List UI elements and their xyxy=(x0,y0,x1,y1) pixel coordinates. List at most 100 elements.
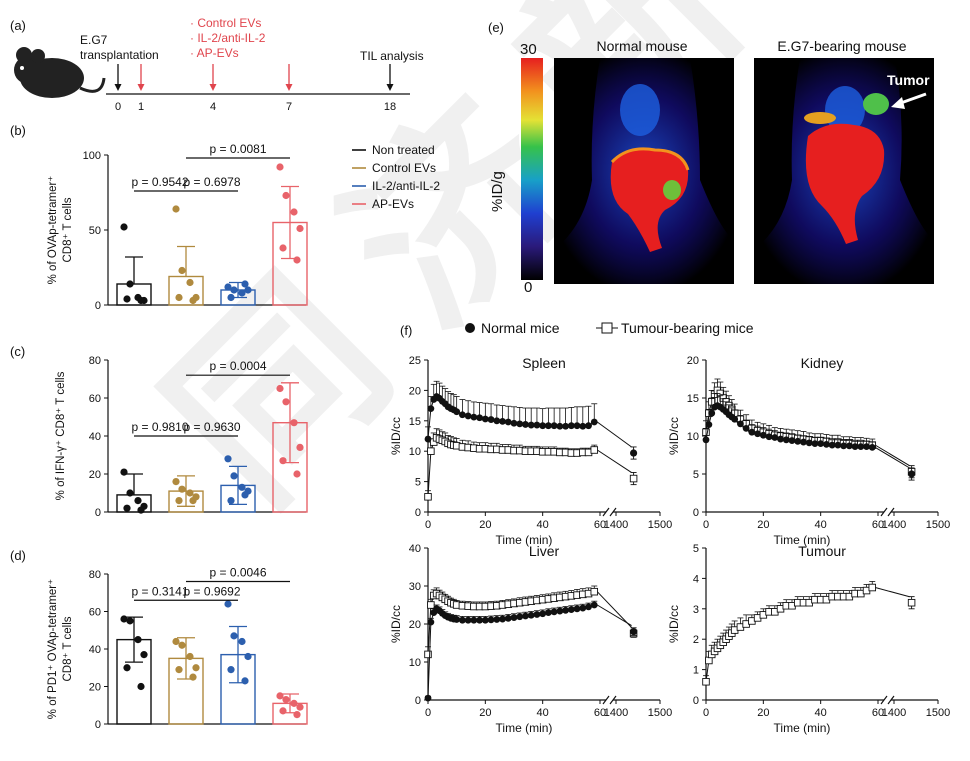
y-tick-label: 50 xyxy=(89,225,101,237)
timeline-tick-0: 0 xyxy=(115,101,121,113)
legend-tumour-label: Tumour-bearing mice xyxy=(621,320,754,336)
data-point-3-4 xyxy=(279,244,287,252)
p-value-label-0: p = 0.9542 xyxy=(131,175,188,189)
x-tick-label: 1400 xyxy=(882,707,906,719)
biodistribution-panel: (f) Normal mice Tumour-bearing mice 0510… xyxy=(389,320,950,735)
axis-break xyxy=(880,695,888,705)
data-point-2-4 xyxy=(227,666,235,674)
normal-late-connector xyxy=(875,446,910,469)
y-tick-label: 20 xyxy=(409,619,421,631)
data-point-1-0 xyxy=(172,205,180,213)
p-value-label-0: p = 0.3141 xyxy=(131,584,188,598)
normal-mouse-title: Normal mouse xyxy=(596,38,687,54)
normal-point xyxy=(470,413,478,421)
data-point-0-5 xyxy=(137,296,145,305)
normal-point xyxy=(516,613,524,621)
normal-point xyxy=(424,435,432,443)
legend-tumour-marker xyxy=(601,322,613,334)
bar-chart-c: (c) 0 20 40 60 80 % of IFN-γ⁺ CD8⁺ T cells p = … xyxy=(10,344,308,519)
timeline-tick-7: 7 xyxy=(286,101,292,113)
y-tick-label: 80 xyxy=(89,355,101,367)
color-scale-bar xyxy=(521,58,543,280)
normal-point xyxy=(590,601,598,609)
normal-point xyxy=(464,616,472,624)
p-value-label-2: p = 0.0081 xyxy=(209,142,266,156)
x-tick-label: 0 xyxy=(425,707,431,719)
normal-point xyxy=(805,439,813,447)
normal-point xyxy=(702,436,710,444)
data-point-2-3 xyxy=(244,652,252,661)
y-tick-label: 1 xyxy=(693,665,699,677)
data-point-3-4 xyxy=(279,707,287,715)
axis-break xyxy=(602,507,610,517)
y-axis-label: CD8⁺ T cells xyxy=(62,197,74,262)
chart-title: Liver xyxy=(529,543,560,559)
normal-point xyxy=(527,421,535,429)
x-tick-label: 20 xyxy=(757,519,769,531)
normal-point xyxy=(562,422,569,430)
panel-b-label: (b) xyxy=(10,123,26,138)
normal-point xyxy=(748,428,756,436)
normal-point xyxy=(585,422,592,430)
color-scale-min: 0 xyxy=(524,279,532,296)
panel-e-label: (e) xyxy=(488,20,504,35)
data-point-2-3 xyxy=(244,286,252,294)
normal-point xyxy=(504,614,512,622)
tumour-point xyxy=(702,678,710,686)
data-point-3-0 xyxy=(276,384,284,393)
panel-a-label: (a) xyxy=(10,18,26,33)
normal-point xyxy=(794,437,802,445)
tumour-point xyxy=(590,446,599,454)
x-tick-label: 40 xyxy=(537,707,549,719)
normal-point xyxy=(545,422,552,430)
x-tick-label: 1500 xyxy=(648,519,672,531)
tumour-point xyxy=(868,583,877,592)
p-value-label-2: p = 0.0004 xyxy=(209,359,266,373)
x-axis-label: Time (min) xyxy=(496,721,553,735)
axis-break xyxy=(887,695,895,705)
data-point-1-1 xyxy=(178,485,186,493)
legend-label-2: IL-2/anti-IL-2 xyxy=(372,179,440,193)
tumour-point xyxy=(424,493,432,501)
normal-late-connector xyxy=(596,421,632,448)
tumor-hotspot xyxy=(863,93,889,115)
event-til-label: TIL analysis xyxy=(360,49,424,63)
normal-point xyxy=(800,438,807,446)
x-tick-label: 40 xyxy=(815,707,827,719)
data-point-0-0 xyxy=(120,615,128,623)
normal-point xyxy=(828,441,836,449)
y-axis-label: %ID/cc xyxy=(667,417,681,455)
normal-point xyxy=(459,616,466,624)
data-point-0-3 xyxy=(140,651,148,659)
normal-point xyxy=(754,430,761,438)
y-tick-label: 0 xyxy=(415,695,421,707)
timeline-panel: (a) 0 1 4 7 18 E.G7 transplantation TIL anal… xyxy=(10,16,424,113)
tumor-arrow-icon xyxy=(891,92,927,109)
x-tick-label: 1500 xyxy=(648,707,672,719)
axis-break xyxy=(880,507,888,517)
normal-point xyxy=(481,415,489,423)
x-tick-label: 60 xyxy=(872,707,884,719)
data-point-0-1 xyxy=(126,280,134,288)
data-point-3-1 xyxy=(282,191,290,200)
data-point-2-1 xyxy=(230,472,238,480)
normal-point xyxy=(427,618,435,626)
data-point-3-3 xyxy=(296,224,304,233)
color-scale-label: %ID/g xyxy=(489,171,506,212)
tumour-late-connector xyxy=(875,587,910,598)
x-axis-label: Time (min) xyxy=(774,533,831,547)
normal-point xyxy=(516,420,524,428)
normal-point xyxy=(573,605,581,613)
x-tick-label: 20 xyxy=(757,707,769,719)
axis-break xyxy=(602,695,610,705)
data-point-2-2 xyxy=(238,289,246,297)
bar-chart-b: (b) 0 50 100 % of OVAp-tetramer⁺ CD8⁺ T cells… xyxy=(10,123,308,312)
x-tick-label: 0 xyxy=(703,707,709,719)
normal-point xyxy=(868,444,876,451)
chart-title: Spleen xyxy=(522,355,566,371)
data-point-0-4 xyxy=(123,664,131,672)
data-point-2-1 xyxy=(230,286,238,294)
x-tick-label: 0 xyxy=(425,519,431,531)
normal-late-point xyxy=(630,628,638,636)
